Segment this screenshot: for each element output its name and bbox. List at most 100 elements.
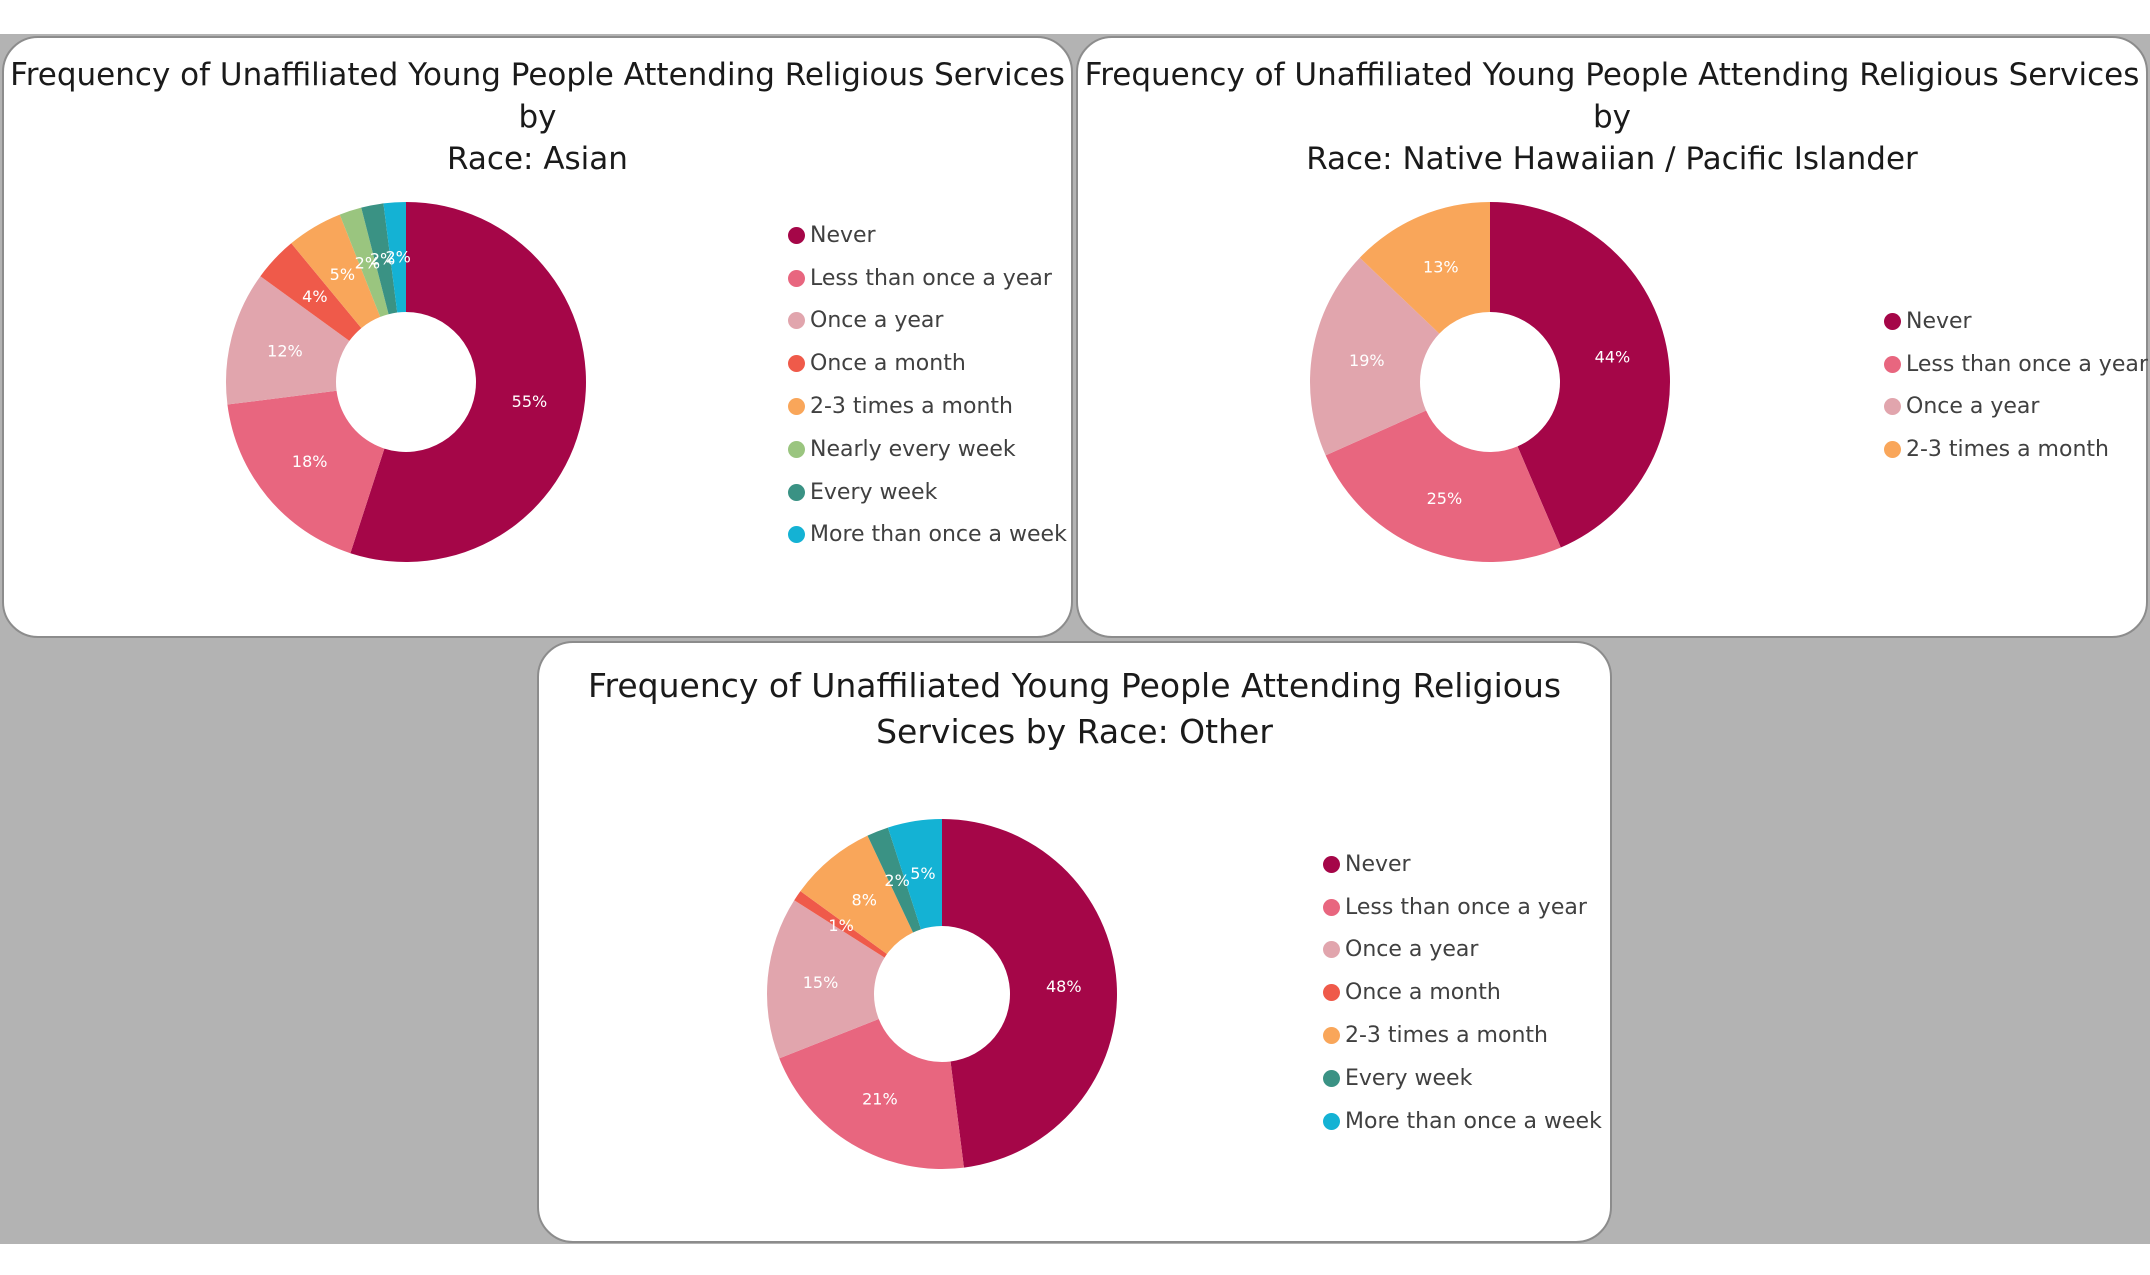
legend-swatch-icon (1884, 441, 1901, 459)
slice-once-a-year (1310, 257, 1440, 456)
legend-swatch-icon (1323, 1069, 1340, 1087)
slice-never (942, 819, 1118, 1168)
legend-swatch-icon (1323, 1112, 1340, 1130)
chart-title-line-2: Services by Race: Other (876, 712, 1273, 751)
legend-swatch-icon (788, 483, 805, 501)
legend-item-2-3-times-a-month: 2-3 times a month (788, 385, 1067, 428)
chart-title-line-2: Race: Native Hawaiian / Pacific Islander (1306, 141, 1918, 177)
legend-item-never: Never (1323, 843, 1602, 886)
legend-item-once-a-year: Once a year (1884, 386, 2148, 429)
legend-swatch-icon (788, 440, 805, 458)
legend-swatch-icon (788, 355, 805, 373)
legend-label: 2-3 times a month (810, 394, 1013, 420)
donut-chart-native-hawaiian-pacific-islander: 44% 25% 19% 13% (1310, 202, 1670, 562)
slice-label-2-3-times-a-month: 5% (330, 265, 355, 284)
slice-every-week (867, 827, 921, 933)
slice-2-3-times-a-month (1359, 202, 1490, 334)
legend-swatch-icon (1323, 984, 1340, 1002)
legend-asian: Never Less than once a year Once a year Onc… (788, 214, 1067, 556)
slice-label-once-a-year: 15% (803, 973, 839, 992)
chart-card-asian: Frequency of Unaffiliated Young People A… (2, 36, 1073, 638)
slice-label-less-than-once-a-year: 25% (1427, 489, 1463, 508)
legend-swatch-icon (788, 226, 805, 244)
legend-label: Less than once a year (1906, 351, 2148, 377)
legend-label: Once a month (1345, 980, 1501, 1006)
slice-every-week (361, 203, 398, 315)
slice-label-every-week: 2% (370, 250, 395, 269)
slice-label-once-a-year: 12% (267, 341, 303, 360)
legend-item-once-a-year: Once a year (1323, 929, 1602, 972)
legend-label: Once a year (1345, 937, 1479, 963)
legend-swatch-icon (1884, 312, 1901, 330)
slice-label-less-than-once-a-year: 18% (292, 452, 328, 471)
legend-swatch-icon (1323, 898, 1340, 916)
slice-2-3-times-a-month (800, 835, 914, 955)
legend-label: Never (1906, 308, 1972, 334)
legend-swatch-icon (788, 398, 805, 416)
slice-more-than-once-a-week (383, 202, 406, 313)
donut-chart-other: 48% 21% 15% 1% 8% 2% 5% (767, 819, 1118, 1169)
chart-title-line-2: Race: Asian (447, 141, 628, 177)
slice-once-a-month (794, 891, 887, 958)
legend-item-nearly-every-week: Nearly every week (788, 428, 1067, 471)
legend-label: Never (810, 222, 876, 248)
legend-item-every-week: Every week (1323, 1057, 1602, 1100)
legend-label: Every week (810, 479, 938, 505)
legend-item-2-3-times-a-month: 2-3 times a month (1884, 428, 2148, 471)
donut-chart-asian: 55%18%12%4%5%2%2%2% (226, 202, 586, 562)
legend-label: Never (1345, 851, 1411, 877)
slice-2-3-times-a-month (291, 214, 381, 329)
chart-title: Frequency of Unaffiliated Young People A… (1078, 54, 2146, 180)
chart-title: Frequency of Unaffiliated Young People A… (4, 54, 1071, 180)
chart-card-other: Frequency of Unaffiliated Young People A… (537, 641, 1612, 1243)
legend-other: Never Less than once a year Once a year Onc… (1323, 843, 1602, 1143)
legend-label: Nearly every week (810, 436, 1016, 462)
chart-title: Frequency of Unaffiliated Young People A… (539, 663, 1610, 755)
slice-never (350, 202, 586, 562)
slice-never (1490, 202, 1670, 548)
legend-item-never: Never (788, 214, 1067, 257)
legend-label: Less than once a year (810, 265, 1052, 291)
slice-label-2-3-times-a-month: 13% (1423, 258, 1459, 277)
slice-more-than-once-a-week (887, 819, 942, 930)
legend-item-once-a-month: Once a month (788, 342, 1067, 385)
legend-swatch-icon (1323, 855, 1340, 873)
legend-item-less-than-once-a-year: Less than once a year (788, 257, 1067, 300)
legend-label: Less than once a year (1345, 894, 1587, 920)
legend-item-never: Never (1884, 300, 2148, 343)
legend-item-less-than-once-a-year: Less than once a year (1884, 343, 2148, 386)
slice-less-than-once-a-year (1325, 410, 1561, 562)
slice-label-every-week: 2% (884, 871, 909, 890)
slice-less-than-once-a-year (779, 1019, 964, 1169)
chart-title-line-1: Frequency of Unaffiliated Young People A… (1084, 57, 2140, 135)
legend-item-once-a-year: Once a year (788, 300, 1067, 343)
slice-label-nearly-every-week: 2% (355, 254, 380, 273)
legend-item-2-3-times-a-month: 2-3 times a month (1323, 1014, 1602, 1057)
legend-label: More than once a week (810, 522, 1067, 548)
slice-label-never: 55% (512, 392, 548, 411)
legend-swatch-icon (1323, 1027, 1340, 1045)
slice-label-once-a-month: 1% (828, 916, 853, 935)
legend-item-once-a-month: Once a month (1323, 971, 1602, 1014)
slice-label-less-than-once-a-year: 21% (862, 1090, 898, 1109)
slice-label-more-than-once-a-week: 2% (385, 248, 410, 267)
legend-item-more-than-once-a-week: More than once a week (1323, 1100, 1602, 1143)
chart-title-line-1: Frequency of Unaffiliated Young People A… (587, 666, 1562, 705)
slice-label-once-a-year: 19% (1349, 351, 1385, 370)
legend-label: 2-3 times a month (1906, 437, 2109, 463)
legend-swatch-icon (788, 269, 805, 287)
slice-label-2-3-times-a-month: 8% (852, 890, 877, 909)
legend-item-more-than-once-a-week: More than once a week (788, 514, 1067, 557)
legend-swatch-icon (788, 312, 805, 330)
slice-once-a-year (226, 276, 350, 405)
slice-less-than-once-a-year (227, 390, 385, 554)
slice-label-once-a-month: 4% (302, 287, 327, 306)
legend-swatch-icon (1884, 355, 1901, 373)
legend-swatch-icon (788, 526, 805, 544)
slice-label-never: 48% (1046, 977, 1082, 996)
legend-label: Once a year (810, 308, 944, 334)
slice-once-a-year (767, 900, 885, 1059)
slice-label-more-than-once-a-week: 5% (910, 864, 935, 883)
legend-native-hawaiian-pacific-islander: Never Less than once a year Once a year 2-3… (1884, 300, 2148, 471)
legend-label: Every week (1345, 1065, 1473, 1091)
